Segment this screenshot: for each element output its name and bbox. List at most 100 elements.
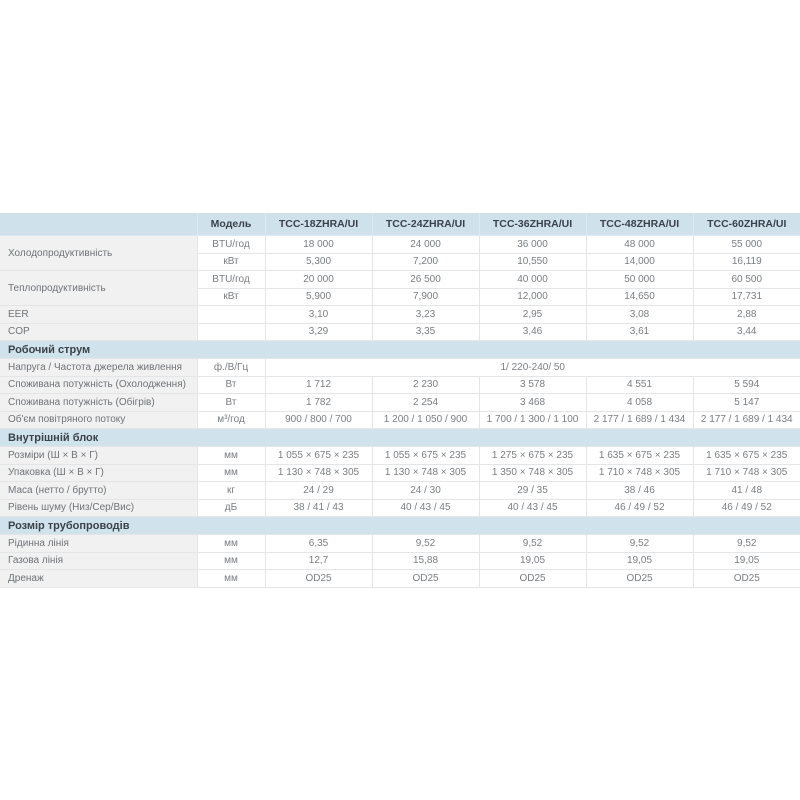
row-value: 3,10 xyxy=(264,305,373,324)
row-value: OD25 xyxy=(478,569,587,588)
table-row: Газова лінія мм 12,7 15,88 19,05 19,05 19,05 xyxy=(0,551,800,570)
row-value: 2 177 / 1 689 / 1 434 xyxy=(692,410,800,429)
table-row: Споживана потужність (Обігрів) Вт 1 782 2 2… xyxy=(0,393,800,412)
row-value: 12,7 xyxy=(264,551,373,570)
row-value: 26 500 xyxy=(371,270,480,289)
row-value: 3,44 xyxy=(692,322,800,341)
table-row: Розміри (Ш × В × Г) мм 1 055 × 675 × 235 1 … xyxy=(0,446,800,465)
row-unit: кВт xyxy=(197,287,266,306)
row-value: 5 147 xyxy=(692,393,800,412)
row-value: 6,35 xyxy=(264,534,373,553)
row-unit: кВт xyxy=(197,252,266,271)
row-value: 14,000 xyxy=(585,252,694,271)
header-model-label: Модель xyxy=(196,213,266,236)
row-value: 40 000 xyxy=(478,270,587,289)
row-value: OD25 xyxy=(371,569,480,588)
table-row: Теплопродуктивність BTU/год 20 000 26 500 40… xyxy=(0,270,800,306)
row-value: 1 275 × 675 × 235 xyxy=(478,446,587,465)
row-value: 24 / 30 xyxy=(371,481,480,500)
header-corner-cell xyxy=(0,213,198,236)
row-unit: BTU/год xyxy=(196,235,266,254)
row-value: 3,35 xyxy=(371,322,480,341)
row-label: Рівень шуму (Низ/Сер/Вис) xyxy=(0,498,198,517)
row-value: 2 230 xyxy=(371,375,480,394)
row-value: 4 551 xyxy=(585,375,694,394)
row-value: 1 712 xyxy=(264,375,373,394)
row-label: Розміри (Ш × В × Г) xyxy=(0,446,198,465)
row-value: OD25 xyxy=(585,569,694,588)
row-unit: Вт xyxy=(196,375,266,394)
row-value: 50 000 xyxy=(585,270,694,289)
row-value: 48 000 xyxy=(585,235,694,254)
row-value: 60 500 xyxy=(692,270,800,289)
section-title: Робочий струм xyxy=(0,340,800,359)
row-value: 3,29 xyxy=(264,322,373,341)
row-value: 9,52 xyxy=(478,534,587,553)
row-value: 7,900 xyxy=(371,287,480,306)
row-label: Об'єм повітряного потоку xyxy=(0,410,198,429)
row-value: 17,731 xyxy=(692,287,800,306)
row-value: 3 468 xyxy=(478,393,587,412)
row-value: 5 594 xyxy=(692,375,800,394)
row-value: 1 130 × 748 × 305 xyxy=(264,463,373,482)
table-row: кВт 5,900 7,900 12,000 14,650 17,731 xyxy=(0,287,800,306)
row-value: 10,550 xyxy=(478,252,587,271)
row-unit xyxy=(196,305,266,324)
row-label: Упаковка (Ш × В × Г) xyxy=(0,463,198,482)
row-unit: BTU/год xyxy=(196,270,266,289)
row-value: 24 / 29 xyxy=(264,481,373,500)
header-model-1: TCC-18ZHRA/UI xyxy=(264,213,373,236)
header-model-2: TCC-24ZHRA/UI xyxy=(371,213,480,236)
row-value: 4 058 xyxy=(585,393,694,412)
table-row: Рівень шуму (Низ/Сер/Вис) дБ 38 / 41 / 43 4… xyxy=(0,498,800,517)
row-unit: кг xyxy=(196,481,266,500)
row-label: Рідинна лінія xyxy=(0,534,198,553)
row-unit: ф./В/Гц xyxy=(196,358,266,377)
header-model-4: TCC-48ZHRA/UI xyxy=(585,213,694,236)
row-value: 1 635 × 675 × 235 xyxy=(692,446,800,465)
table-row: Споживана потужність (Охолодження) Вт 1 71… xyxy=(0,375,800,394)
row-label: COP xyxy=(0,322,198,341)
row-unit: мм xyxy=(196,569,266,588)
row-value: 38 / 46 xyxy=(585,481,694,500)
row-value: 46 / 49 / 52 xyxy=(692,498,800,517)
row-value: 9,52 xyxy=(371,534,480,553)
row-value: 1 710 × 748 × 305 xyxy=(692,463,800,482)
row-value: 18 000 xyxy=(264,235,373,254)
row-value: 1 130 × 748 × 305 xyxy=(371,463,480,482)
row-value: 5,300 xyxy=(264,252,373,271)
row-value: 2,95 xyxy=(478,305,587,324)
table-row: EER 3,10 3,23 2,95 3,08 2,88 xyxy=(0,305,800,324)
row-unit: м³/год xyxy=(196,410,266,429)
row-value: 20 000 xyxy=(264,270,373,289)
row-label: Напруга / Частота джерела живлення xyxy=(0,358,198,377)
row-value: 19,05 xyxy=(478,551,587,570)
row-value: 19,05 xyxy=(585,551,694,570)
row-label: Маса (нетто / брутто) xyxy=(0,481,198,500)
row-value: 24 000 xyxy=(371,235,480,254)
row-value: 1 350 × 748 × 305 xyxy=(478,463,587,482)
row-value: 40 / 43 / 45 xyxy=(478,498,587,517)
row-value: 3,61 xyxy=(585,322,694,341)
row-value: 7,200 xyxy=(371,252,480,271)
row-value: 41 / 48 xyxy=(692,481,800,500)
row-value: 1 782 xyxy=(264,393,373,412)
table-row: Дренаж мм OD25 OD25 OD25 OD25 OD25 xyxy=(0,569,800,588)
row-value: 1 635 × 675 × 235 xyxy=(585,446,694,465)
row-value: 55 000 xyxy=(692,235,800,254)
row-value: 16,119 xyxy=(692,252,800,271)
table-row: Упаковка (Ш × В × Г) мм 1 130 × 748 × 305 1… xyxy=(0,463,800,482)
row-value: 29 / 35 xyxy=(478,481,587,500)
row-unit: дБ xyxy=(196,498,266,517)
row-value: 40 / 43 / 45 xyxy=(371,498,480,517)
row-value: 12,000 xyxy=(478,287,587,306)
row-label: Газова лінія xyxy=(0,551,198,570)
row-value: 36 000 xyxy=(478,235,587,254)
row-value: 15,88 xyxy=(371,551,480,570)
row-unit: мм xyxy=(196,534,266,553)
table-row: Холодопродуктивність BTU/год 18 000 24 000 3… xyxy=(0,235,800,271)
row-value: 3,08 xyxy=(585,305,694,324)
row-value: 9,52 xyxy=(585,534,694,553)
header-model-3: TCC-36ZHRA/UI xyxy=(478,213,587,236)
